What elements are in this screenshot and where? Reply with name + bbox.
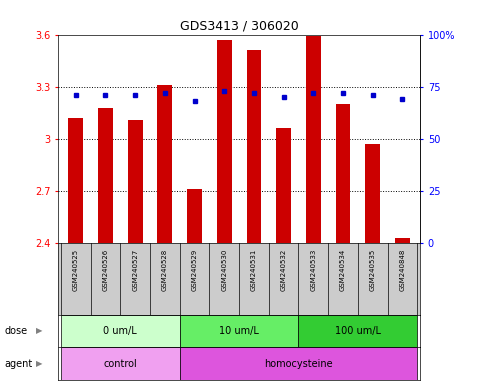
Bar xyxy=(69,118,83,243)
Text: GSM240525: GSM240525 xyxy=(73,249,79,291)
Text: GSM240528: GSM240528 xyxy=(162,249,168,291)
Text: GSM240534: GSM240534 xyxy=(340,249,346,291)
Text: homocysteine: homocysteine xyxy=(264,359,333,369)
Text: GSM240529: GSM240529 xyxy=(192,249,198,291)
Text: GSM240532: GSM240532 xyxy=(281,249,286,291)
Text: 0 um/L: 0 um/L xyxy=(103,326,137,336)
Bar xyxy=(246,50,261,243)
Bar xyxy=(61,314,180,348)
Text: control: control xyxy=(103,359,137,369)
Text: GSM240526: GSM240526 xyxy=(102,249,109,291)
Text: ▶: ▶ xyxy=(36,359,43,368)
Bar xyxy=(306,36,321,243)
Bar xyxy=(395,238,410,243)
Text: 10 um/L: 10 um/L xyxy=(219,326,259,336)
Bar xyxy=(217,40,232,243)
Text: GSM240848: GSM240848 xyxy=(399,249,405,291)
Bar xyxy=(187,189,202,243)
Bar xyxy=(336,104,351,243)
Bar xyxy=(61,348,180,380)
Bar xyxy=(180,314,298,348)
Text: GSM240531: GSM240531 xyxy=(251,249,257,291)
Bar xyxy=(98,108,113,243)
Text: ▶: ▶ xyxy=(36,326,43,336)
Text: GSM240535: GSM240535 xyxy=(369,249,376,291)
Text: dose: dose xyxy=(5,326,28,336)
Bar xyxy=(157,85,172,243)
Text: GSM240530: GSM240530 xyxy=(221,249,227,291)
Bar xyxy=(128,120,142,243)
Text: agent: agent xyxy=(5,359,33,369)
Text: GDS3413 / 306020: GDS3413 / 306020 xyxy=(180,20,298,33)
Bar xyxy=(298,314,417,348)
Bar xyxy=(276,128,291,243)
Text: GSM240533: GSM240533 xyxy=(310,249,316,291)
Text: 100 um/L: 100 um/L xyxy=(335,326,381,336)
Text: GSM240527: GSM240527 xyxy=(132,249,138,291)
Bar xyxy=(365,144,380,243)
Bar xyxy=(180,348,417,380)
